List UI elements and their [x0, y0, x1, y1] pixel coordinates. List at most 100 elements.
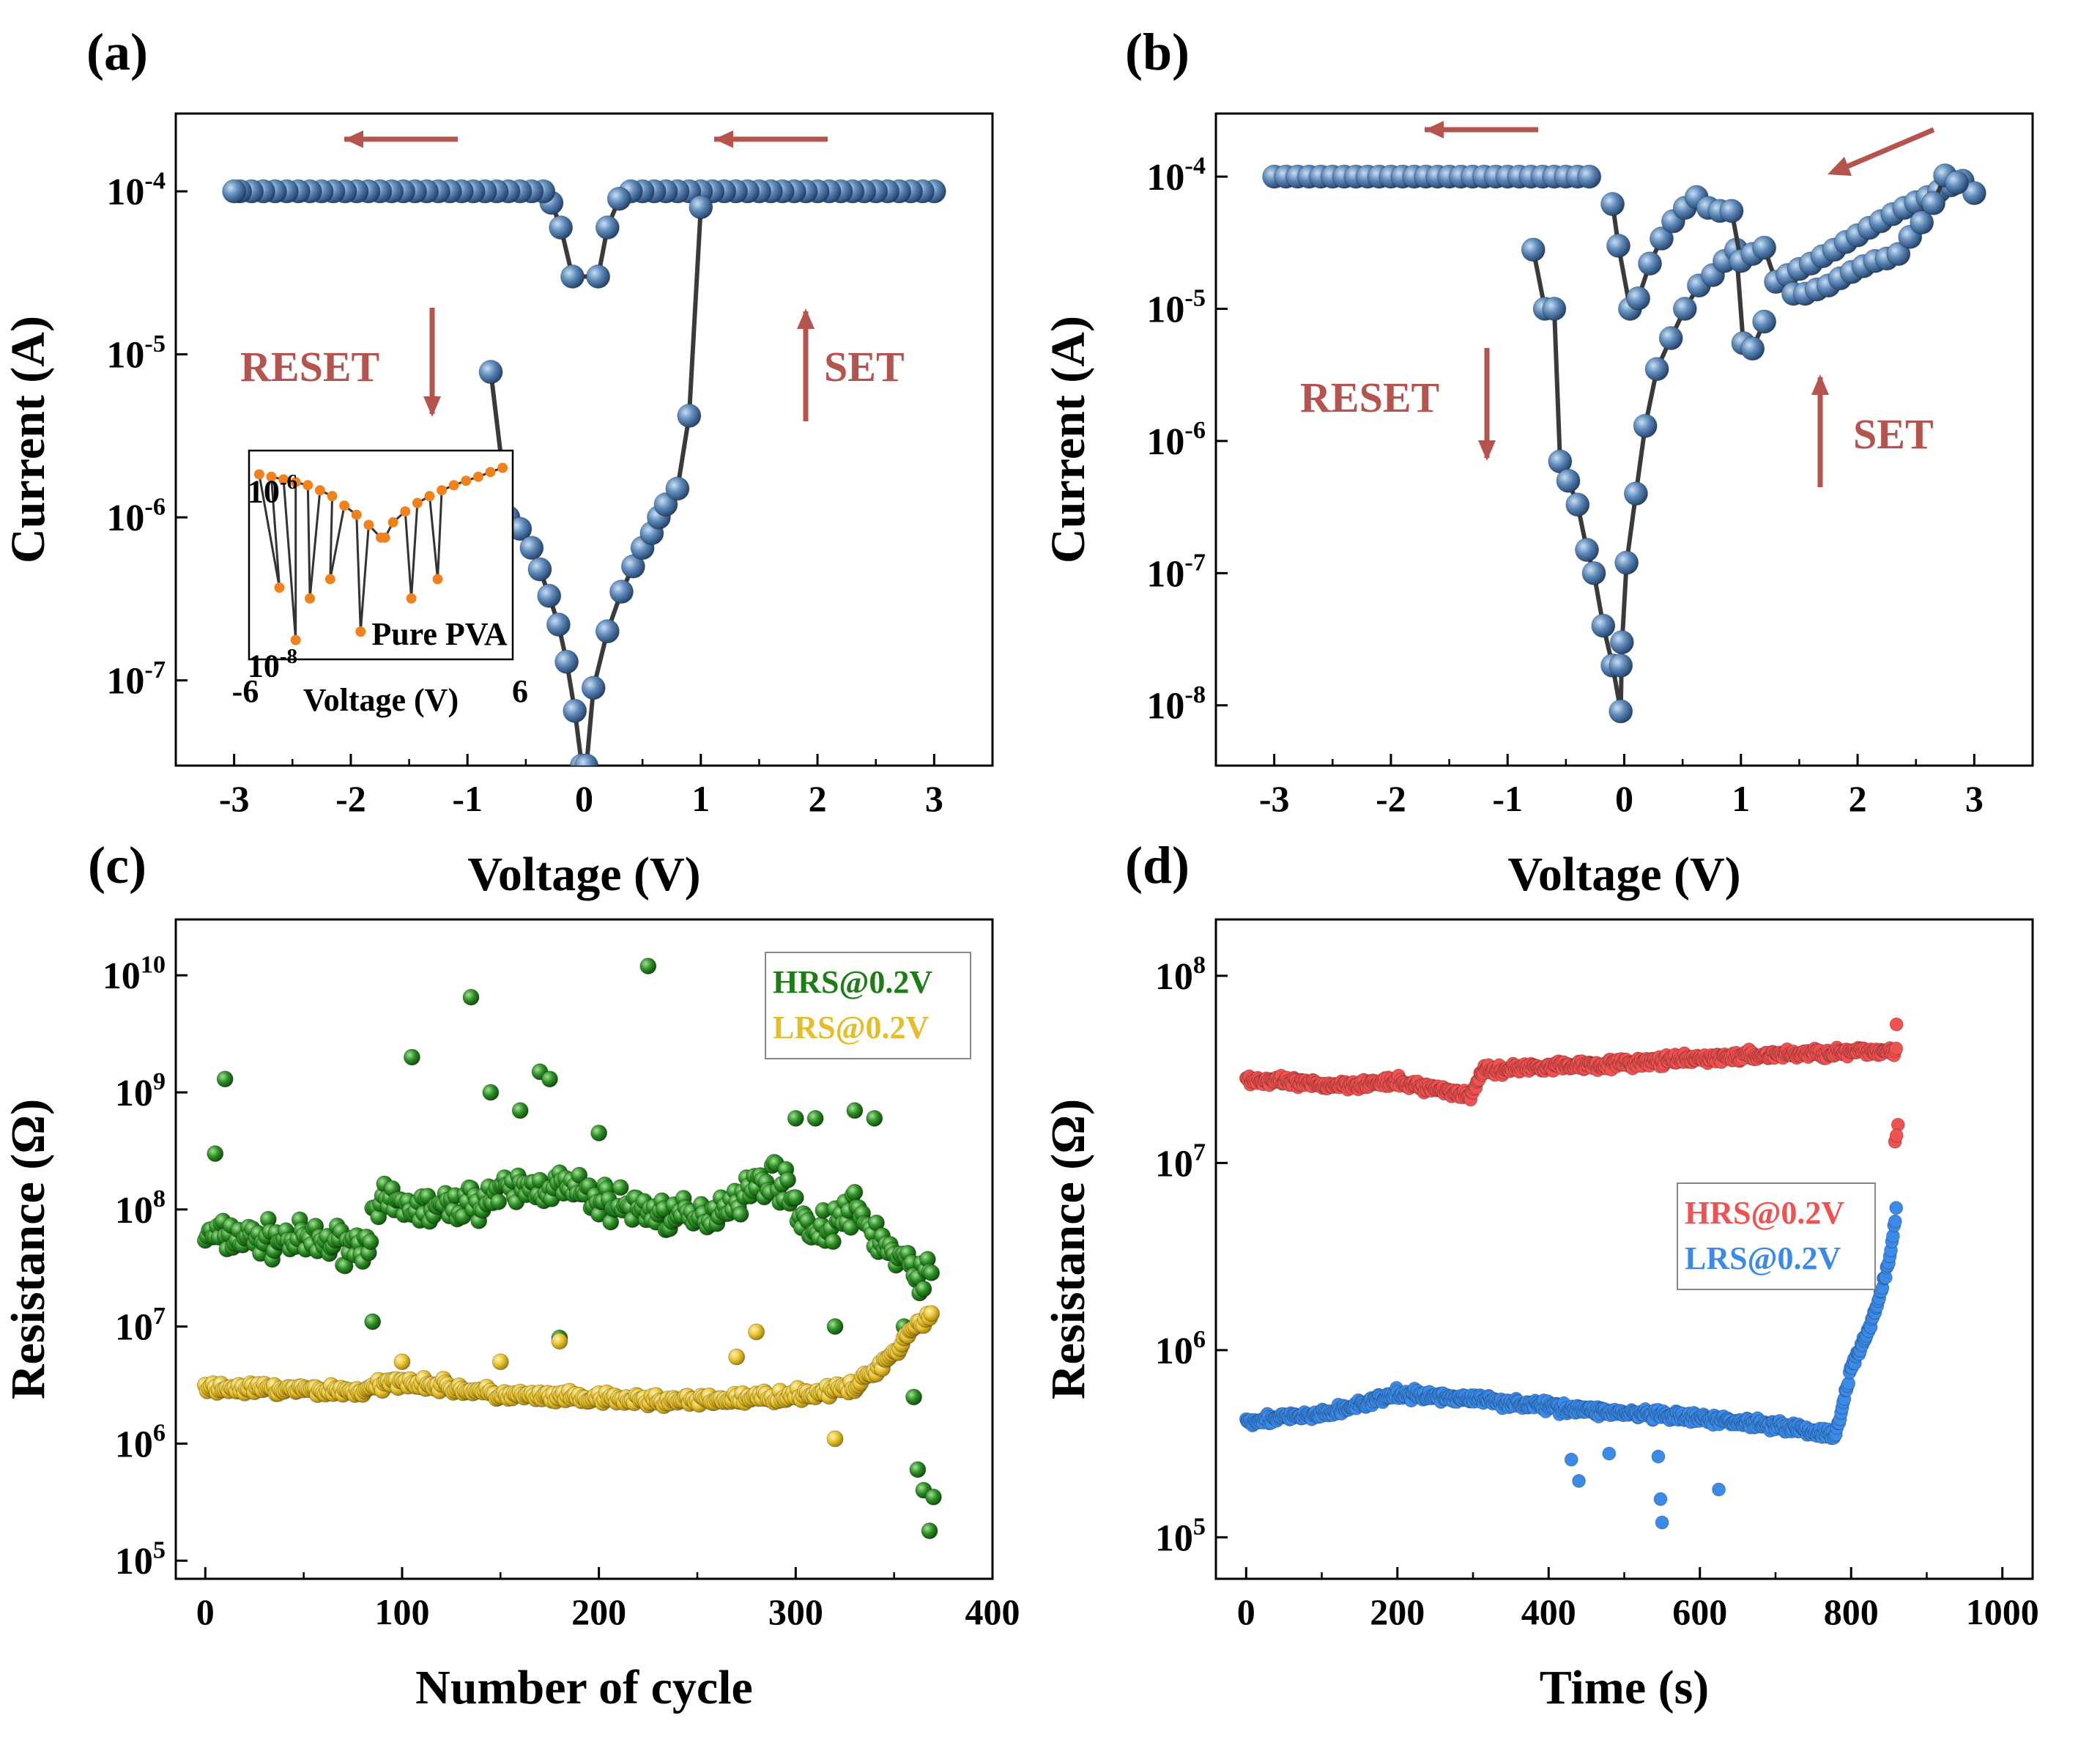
- tick-exponent: 9: [153, 1067, 166, 1095]
- tick-exponent: 6: [153, 1419, 166, 1447]
- inset-point: [355, 626, 366, 637]
- data-point: [665, 476, 690, 501]
- inset-point: [253, 469, 264, 480]
- x-tick-label: 1: [1732, 778, 1750, 819]
- y-tick-label: 10-4: [106, 166, 166, 213]
- y-tick-label: 105: [115, 1536, 166, 1582]
- data-point: [846, 1183, 864, 1201]
- x-tick-label: 400: [965, 1591, 1020, 1632]
- tick-exponent: 5: [153, 1536, 166, 1563]
- sweep-arrow-head: [1425, 121, 1444, 138]
- inset-point: [432, 574, 443, 585]
- outlier-point: [1651, 1449, 1666, 1464]
- inset-point: [303, 480, 313, 491]
- y-tick-label: 10-7: [106, 656, 166, 703]
- data-point: [1910, 210, 1934, 235]
- tick-base: 10: [1155, 1143, 1193, 1185]
- y-tick-label: 107: [115, 1302, 166, 1349]
- data-point: [554, 649, 579, 674]
- x-tick-label: 2: [1849, 778, 1867, 819]
- x-tick-label: 1: [691, 778, 710, 819]
- x-tick-label: 200: [1370, 1591, 1425, 1632]
- outlier-point: [924, 1488, 942, 1506]
- data-point: [1633, 413, 1658, 438]
- y-tick-label: 10-6: [1146, 416, 1206, 463]
- y-axis-label: Resistance (Ω): [1042, 1099, 1095, 1399]
- inset-point: [379, 532, 390, 543]
- y-tick-label: 10-4: [1146, 152, 1206, 199]
- set-arrow-head: [1811, 374, 1829, 395]
- plot-area: [1262, 163, 1986, 724]
- data-point: [779, 1171, 797, 1189]
- tick-exponent: -6: [144, 492, 166, 520]
- x-tick-label: 2: [809, 778, 827, 819]
- inset-point: [339, 500, 350, 511]
- y-tick-label: 106: [1155, 1325, 1206, 1372]
- outlier-point: [787, 1109, 804, 1127]
- tick-exponent: -5: [144, 330, 166, 358]
- data-point: [787, 1189, 804, 1207]
- sweep-arrow: [1844, 127, 1935, 170]
- tick-exponent: 6: [1193, 1325, 1206, 1353]
- y-tick-label: 10-8: [1146, 681, 1206, 728]
- data-point: [1962, 181, 1986, 206]
- inset-point: [406, 593, 417, 604]
- outlier-point: [551, 1333, 568, 1350]
- data-point: [606, 186, 631, 211]
- y-tick-label: 108: [115, 1185, 166, 1232]
- data-point: [923, 1305, 940, 1322]
- panel-c: (c)0 100 200 300 4001051061071081091010Numbe…: [1, 836, 1020, 1714]
- data-point: [1609, 699, 1633, 724]
- outlier-point: [511, 1102, 529, 1119]
- tick-exponent: 8: [153, 1185, 166, 1213]
- data-point: [1609, 653, 1633, 678]
- x-axis-label: Voltage (V): [1507, 848, 1740, 901]
- y-tick-label: 107: [1155, 1139, 1206, 1185]
- plot-frame: [174, 918, 994, 1580]
- data-point: [1752, 309, 1777, 334]
- tick-base: 10: [115, 1424, 153, 1465]
- outlier-point: [207, 1145, 224, 1163]
- data-point: [574, 753, 599, 766]
- inset-point: [327, 491, 338, 502]
- tick-base: 10: [248, 474, 280, 510]
- reset-label: RESET: [240, 343, 379, 390]
- data-point: [732, 1205, 749, 1223]
- data-point: [563, 698, 587, 723]
- tick-base: 10: [1146, 289, 1184, 330]
- inset-point: [497, 462, 508, 473]
- data-point: [581, 675, 606, 700]
- x-tick-label: 300: [768, 1591, 823, 1632]
- inset-y-tick-label: 10-8: [248, 645, 297, 684]
- outlier-point: [921, 1522, 938, 1539]
- outlier-point: [541, 1070, 558, 1088]
- outlier-point: [590, 1124, 608, 1141]
- inset-point: [387, 517, 398, 527]
- data-point: [222, 179, 247, 204]
- tick-exponent: 5: [1193, 1512, 1206, 1540]
- sweep-arrow-head: [344, 130, 363, 148]
- legend-box: [1677, 1182, 1876, 1290]
- data-point: [595, 619, 620, 644]
- tick-base: 10: [115, 1307, 153, 1349]
- inset-point: [278, 474, 289, 485]
- legend: HRS@0.2V LRS@0.2V: [765, 952, 971, 1059]
- data-point: [1609, 630, 1634, 655]
- panel-label: (c): [88, 836, 146, 895]
- outlier-point: [728, 1348, 746, 1366]
- tick-base: 10: [106, 497, 144, 539]
- tick-exponent: -7: [144, 656, 166, 684]
- x-axis-label: Number of cycle: [415, 1661, 753, 1714]
- data-point: [1614, 550, 1639, 575]
- data-point: [1521, 237, 1546, 262]
- data-point: [1542, 296, 1567, 321]
- x-tick-label: 0: [1615, 778, 1633, 819]
- inset-point: [461, 475, 472, 486]
- set-label: SET: [824, 343, 905, 390]
- tick-base: 10: [106, 335, 144, 377]
- inset-y-tick-label: 10-6: [248, 470, 297, 509]
- inset-point: [363, 519, 374, 530]
- inset-x-label: Voltage (V): [303, 682, 459, 718]
- outlier-point: [491, 1353, 509, 1371]
- tick-exponent: 10: [141, 950, 166, 978]
